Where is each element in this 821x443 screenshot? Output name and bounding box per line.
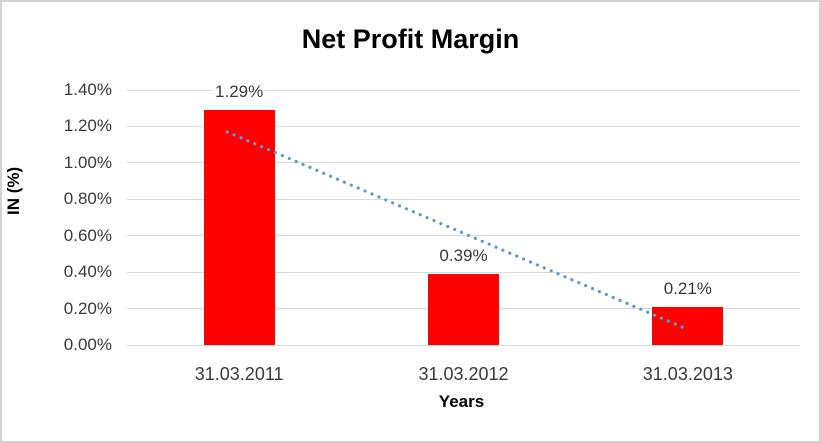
x-axis-category-label: 31.03.2013 xyxy=(642,364,733,384)
bar-value-label-text: 1.29% xyxy=(213,82,266,102)
y-axis-tick-label: 1.20% xyxy=(63,116,112,136)
y-axis-tick-label: 0.20% xyxy=(63,298,112,318)
y-axis-tick-label: 1.00% xyxy=(63,152,112,172)
gridline xyxy=(127,125,800,127)
bar-value-label: 0.21% xyxy=(628,278,748,299)
y-axis-tick-label: 0.80% xyxy=(63,189,112,209)
y-axis-tick-label: 0.60% xyxy=(63,225,112,245)
bar-value-label: 0.39% xyxy=(404,245,524,266)
bar xyxy=(203,110,275,345)
chart-title: Net Profit Margin xyxy=(301,24,520,54)
y-axis-tick-label: 1.40% xyxy=(63,80,112,99)
x-axis-category-label: 31.03.2011 xyxy=(194,364,284,384)
y-axis-tick-label: 0.40% xyxy=(63,262,112,282)
x-axis-category-label: 31.03.2012 xyxy=(418,364,509,384)
bar-value-label-text: 0.21% xyxy=(661,278,714,298)
bar-value-label: 1.29% xyxy=(179,82,299,102)
bar-value-label-text: 0.39% xyxy=(437,245,490,265)
gridline xyxy=(127,89,800,91)
gridline xyxy=(127,344,800,346)
bar xyxy=(652,306,724,345)
x-axis-title: Years xyxy=(438,392,485,411)
bar xyxy=(428,273,499,345)
y-axis-tick-label: 0.00% xyxy=(63,335,112,354)
